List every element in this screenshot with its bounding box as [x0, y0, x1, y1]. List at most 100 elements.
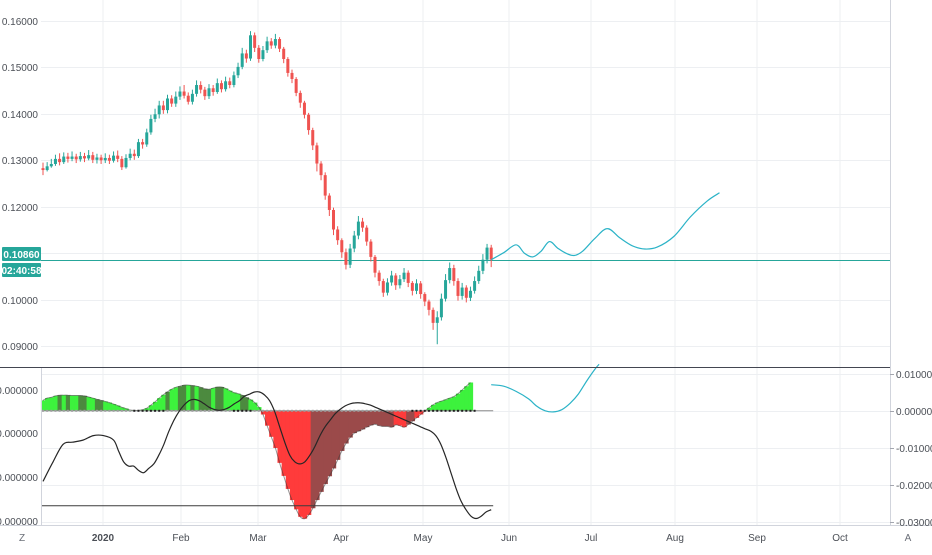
histogram-bar [107, 402, 113, 411]
candle-body [45, 166, 49, 171]
histogram-bar [182, 385, 187, 411]
squeeze-dot [473, 409, 476, 412]
corner-right-label[interactable]: A [905, 533, 912, 544]
histogram-bar [431, 404, 436, 411]
candle-body [157, 105, 161, 115]
candle [182, 85, 186, 99]
candle-body [207, 88, 211, 97]
candle-body [58, 158, 62, 163]
candle [286, 57, 290, 77]
candle-body [195, 85, 199, 94]
candle-body [473, 281, 477, 291]
candle [253, 32, 257, 53]
histogram-bar [111, 404, 117, 411]
candle [473, 276, 477, 294]
histogram-bar [393, 410, 399, 425]
candle-body [224, 81, 228, 90]
candle [203, 86, 207, 100]
histogram-bar [435, 402, 440, 411]
candle-body [95, 157, 99, 160]
candle-body [464, 287, 468, 298]
squeeze-dot [58, 409, 61, 412]
squeeze-dot [394, 409, 397, 412]
histogram-bar [302, 410, 308, 519]
squeeze-dot [149, 409, 152, 412]
squeeze-dot [295, 409, 298, 412]
histogram-bar [152, 401, 158, 411]
squeeze-dot [54, 409, 57, 412]
histogram-bar [223, 388, 229, 411]
candle [348, 243, 352, 269]
oscillator-pane[interactable] [40, 363, 600, 520]
candle [352, 230, 356, 253]
candle-body [124, 157, 128, 168]
squeeze-dot [154, 409, 157, 412]
histogram-bar [148, 405, 154, 411]
squeeze-dot [66, 409, 69, 412]
histogram-bar [252, 402, 258, 411]
price-tick-label: 0.14000 [2, 110, 39, 121]
candle-body [128, 153, 132, 158]
histogram-bar [244, 397, 250, 411]
histogram-bar [401, 410, 407, 428]
candle [236, 62, 240, 79]
candle [415, 279, 418, 295]
candle [107, 154, 111, 164]
candle-body [460, 287, 464, 296]
candle [99, 154, 103, 164]
candle-body [435, 317, 439, 323]
candle [344, 248, 348, 270]
candle-body [485, 247, 489, 260]
squeeze-dot [403, 409, 406, 412]
squeeze-dot [249, 409, 252, 412]
squeeze-dot [390, 409, 393, 412]
candle-body [344, 252, 348, 265]
candle [53, 154, 57, 166]
histogram-bar [356, 410, 362, 432]
histogram-bar [389, 410, 395, 428]
candle [369, 239, 373, 262]
histogram-bar [78, 395, 84, 411]
oscillator-projection-line [491, 363, 600, 413]
candle [45, 162, 49, 172]
squeeze-dot [100, 409, 103, 412]
candle [419, 281, 423, 299]
candle-body [211, 88, 215, 92]
candle [406, 270, 410, 288]
candle-body [145, 132, 149, 145]
squeeze-dot [407, 409, 410, 412]
histogram-bar [385, 410, 391, 427]
squeeze-dot [436, 409, 439, 412]
candle [74, 153, 78, 164]
histogram-bar [314, 410, 320, 501]
price-pane[interactable] [41, 31, 890, 345]
histogram-bar [240, 395, 245, 411]
candle [294, 77, 298, 97]
time-tick-label: Jun [501, 533, 517, 544]
candle [311, 127, 315, 151]
candle [224, 76, 228, 92]
candle [460, 282, 464, 300]
last-price-badge [2, 247, 41, 261]
squeeze-dot [174, 409, 177, 412]
histogram-bar [82, 395, 88, 411]
candle-body [120, 158, 124, 168]
candle [269, 38, 273, 49]
time-tick-label: Mar [249, 533, 267, 544]
squeeze-dot [137, 409, 140, 412]
squeeze-dot [386, 409, 389, 412]
histogram-bar [161, 394, 167, 411]
squeeze-dot [120, 409, 123, 412]
time-tick-label: Oct [832, 533, 848, 544]
candle-body [481, 259, 485, 271]
candle [66, 152, 70, 163]
candle [145, 128, 149, 147]
candle [477, 265, 481, 284]
corner-left-label[interactable]: Z [19, 533, 25, 544]
squeeze-dot [307, 409, 310, 412]
histogram-bar [227, 390, 233, 411]
candle-body [199, 85, 203, 90]
candle [58, 153, 62, 166]
